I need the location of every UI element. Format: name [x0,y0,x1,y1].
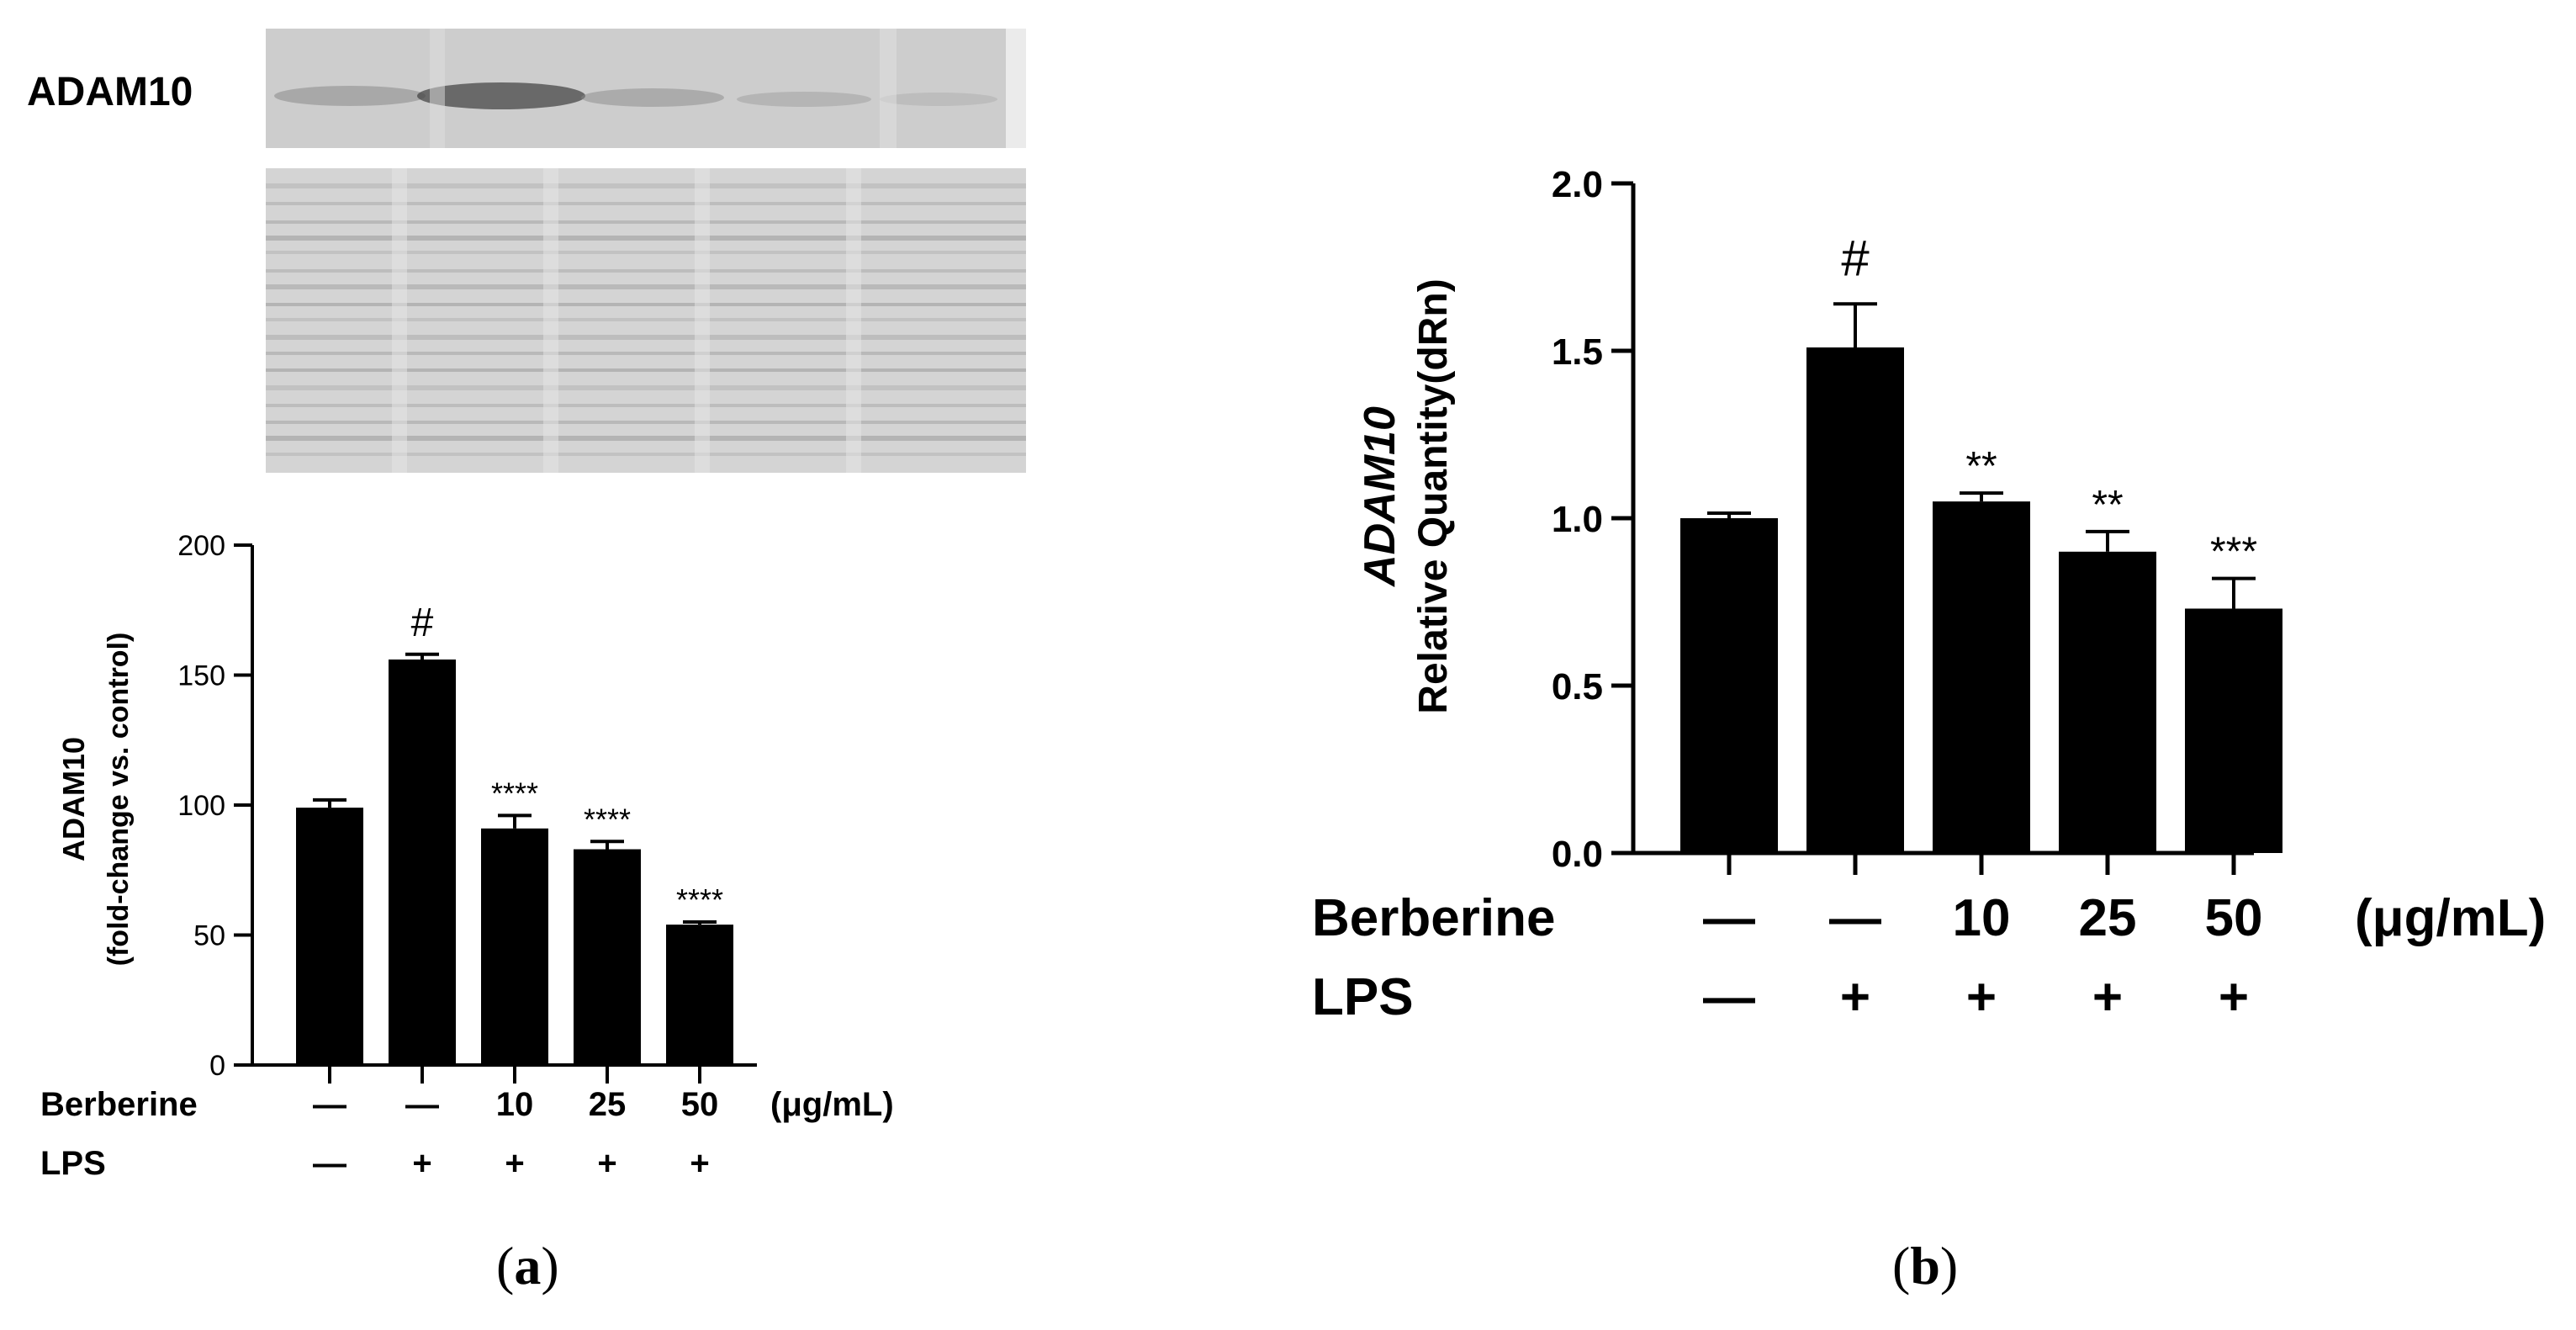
significance-label: # [1841,230,1870,286]
significance-label: # [411,601,434,645]
stain-band [266,335,1026,340]
stain-band [266,404,1026,407]
stain-band [266,236,1026,241]
stain-band [266,368,1026,372]
condition-value: + [412,1145,431,1182]
condition-value: 50 [2205,889,2263,947]
condition-value: — [313,1145,346,1182]
panel-a: ADAM10 0 50 100 150 200 # **** **** **** ADAM10 (f… [0,0,1026,1330]
y-tick-label: 1.0 [1552,499,1603,540]
bar [1680,518,1778,853]
y-axis-label-secondary: (fold-change vs. control) [103,633,135,967]
chart-b: 0.00.51.01.52.0#*******ADAM10 Relative Qu… [1312,164,2546,1026]
stain-band [266,421,1026,424]
significance-label: *** [2210,530,2257,575]
condition-value: + [2219,968,2249,1026]
total-protein-stain-image [266,168,1026,473]
condition-value: — [405,1086,439,1123]
condition-value: 25 [589,1086,627,1123]
condition-value: + [505,1145,524,1182]
stain-band [266,436,1026,441]
significance-label: ** [2092,483,2123,527]
condition-value: 25 [2079,889,2137,947]
stain-band [266,202,1026,205]
significance-label: **** [491,776,538,810]
condition-value: — [313,1086,346,1123]
y-tick-label: 2.0 [1552,164,1603,205]
stain-band [266,385,1026,390]
stain-band [266,453,1026,456]
lane-gap [695,168,710,473]
unit-label: (μg/mL) [770,1086,894,1123]
panel-b-caption: (b) [1892,1235,1958,1297]
condition-row-label: Berberine [1312,889,1555,947]
condition-value: — [1703,968,1755,1026]
condition-value: — [1829,889,1881,947]
condition-row-label: Berberine [40,1086,198,1123]
condition-value: + [1840,968,1870,1026]
condition-value: 10 [496,1086,534,1123]
stain-band [266,352,1026,355]
bar [574,849,641,1065]
y-axis-label: ADAM10 [1356,406,1404,588]
stain-band [266,284,1026,289]
unit-label: (μg/mL) [2355,889,2546,947]
condition-value: — [1703,889,1755,947]
bar [1806,347,1904,853]
bar [481,828,548,1065]
significance-label: **** [584,802,631,836]
bar [2185,608,2282,853]
condition-value: + [1966,968,1997,1026]
panel-b: 0.0 0.5 1.0 1.5 2.0 # ** ** *** ADAM10 Relative Qu… [1177,0,2576,1330]
caption-a-text: (a) [496,1236,559,1296]
y-tick-label: 0.5 [1552,666,1603,707]
condition-value: + [2092,968,2123,1026]
lane-gap [392,168,407,473]
stain-svg [266,168,1026,473]
condition-value: + [597,1145,616,1182]
y-axis-label: ADAM10 [56,737,91,861]
significance-label: **** [676,882,723,917]
chart-a: 0 50 100 150 200 # **** **** **** ADAM10 (fold-cha… [40,530,894,1182]
significance-label: ** [1965,444,1997,489]
stain-band [266,183,1026,188]
bar [666,925,733,1065]
bar [296,808,363,1065]
bar [1933,501,2030,853]
condition-row-label: LPS [1312,968,1414,1026]
stain-band [266,269,1026,273]
y-tick-label: 0.0 [1552,834,1603,875]
stain-band [266,303,1026,306]
y-tick-label: 0 [209,1050,225,1082]
condition-value: + [690,1145,709,1182]
lane-gap [846,168,861,473]
stain-band [266,251,1026,254]
y-axis-label-secondary: Relative Quantity(dRn) [1411,278,1456,713]
y-tick-label: 50 [193,920,225,952]
panel-a-caption: (a) [496,1235,559,1297]
condition-value: 10 [1953,889,2011,947]
lane-gap [543,168,558,473]
bar [389,659,456,1065]
y-tick-label: 200 [177,530,225,562]
western-blot-band-image [266,29,1026,148]
condition-row-label: LPS [40,1145,106,1182]
bar [2059,551,2156,853]
y-tick-label: 150 [177,660,225,692]
y-tick-label: 1.5 [1552,331,1603,373]
condition-value: 50 [681,1086,719,1123]
stain-band [266,318,1026,321]
y-tick-label: 100 [177,790,225,822]
blot-label: ADAM10 [27,70,193,114]
stain-band [266,220,1026,224]
blot-band-svg [266,29,1026,148]
caption-b-text: (b) [1892,1236,1959,1296]
